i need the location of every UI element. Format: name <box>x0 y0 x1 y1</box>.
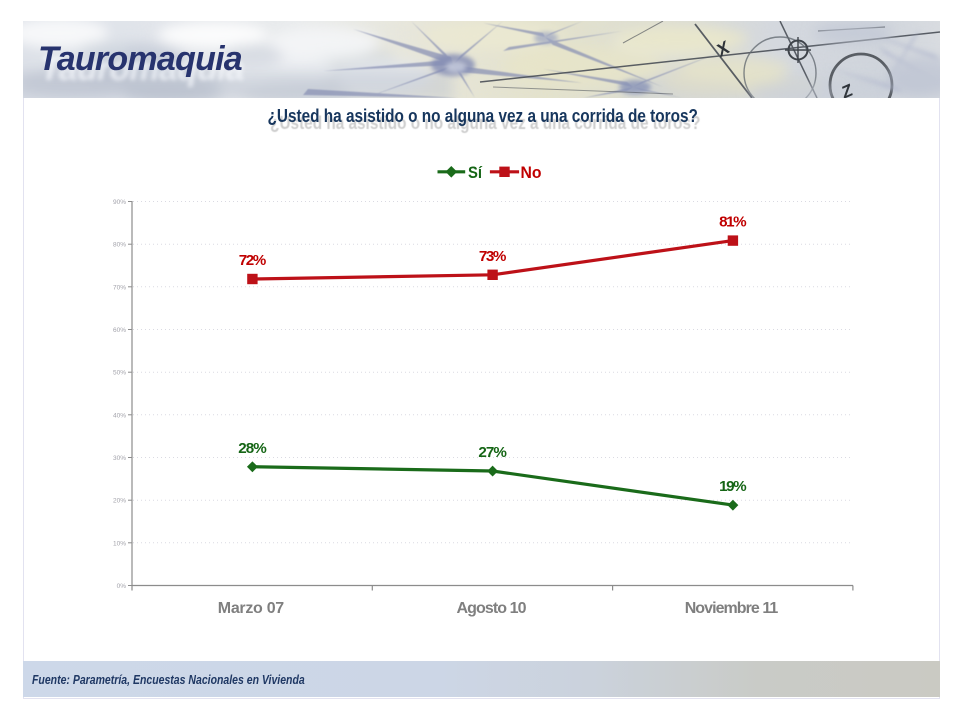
svg-text:20%: 20% <box>113 498 126 505</box>
svg-text:27%: 27% <box>478 444 507 461</box>
svg-text:Sí: Sí <box>468 163 483 182</box>
svg-text:19%: 19% <box>719 478 747 495</box>
svg-text:Marzo 07: Marzo 07 <box>218 600 284 617</box>
svg-text:Agosto 10: Agosto 10 <box>457 600 527 617</box>
svg-text:80%: 80% <box>113 242 126 249</box>
svg-text:40%: 40% <box>113 412 126 419</box>
svg-text:No: No <box>521 163 542 182</box>
svg-text:90%: 90% <box>113 199 126 206</box>
svg-text:72%: 72% <box>239 252 267 269</box>
svg-text:60%: 60% <box>113 327 126 334</box>
svg-text:Noviembre 11: Noviembre 11 <box>685 600 779 617</box>
svg-text:0%: 0% <box>117 583 127 590</box>
svg-text:73%: 73% <box>479 248 507 265</box>
svg-text:10%: 10% <box>113 540 126 547</box>
svg-text:30%: 30% <box>113 455 126 462</box>
svg-text:28%: 28% <box>238 440 267 457</box>
svg-text:70%: 70% <box>113 284 126 291</box>
svg-text:50%: 50% <box>113 370 126 377</box>
svg-text:81%: 81% <box>719 214 747 231</box>
